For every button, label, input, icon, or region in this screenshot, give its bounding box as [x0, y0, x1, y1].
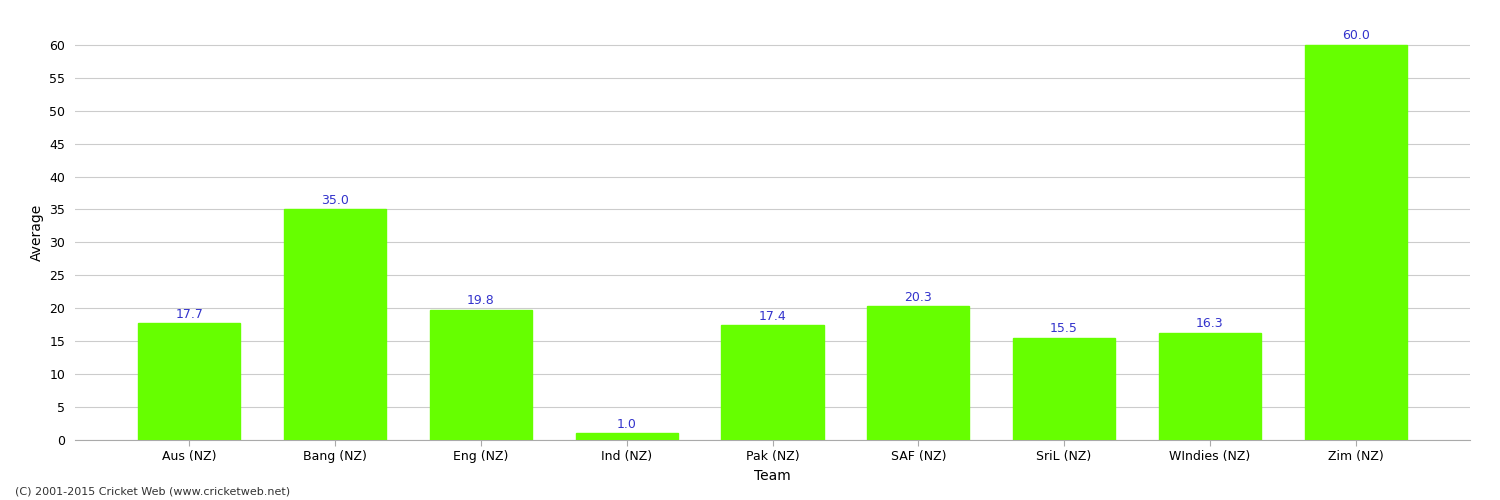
Text: 15.5: 15.5	[1050, 322, 1078, 336]
Bar	[722, 326, 824, 440]
Bar	[576, 434, 678, 440]
Bar	[138, 324, 240, 440]
Bar	[867, 306, 969, 440]
Text: 35.0: 35.0	[321, 194, 350, 207]
Text: (C) 2001-2015 Cricket Web (www.cricketweb.net): (C) 2001-2015 Cricket Web (www.cricketwe…	[15, 487, 290, 497]
Bar	[430, 310, 532, 440]
Bar	[1013, 338, 1114, 440]
Text: 16.3: 16.3	[1196, 317, 1224, 330]
Y-axis label: Average: Average	[30, 204, 44, 261]
Text: 19.8: 19.8	[466, 294, 495, 307]
Bar	[1305, 45, 1407, 440]
Text: 17.4: 17.4	[759, 310, 786, 322]
Text: 60.0: 60.0	[1341, 29, 1370, 42]
Bar	[1160, 332, 1262, 440]
Text: 1.0: 1.0	[616, 418, 636, 431]
X-axis label: Team: Team	[754, 469, 790, 483]
Bar	[284, 210, 386, 440]
Text: 17.7: 17.7	[176, 308, 204, 321]
Text: 20.3: 20.3	[904, 290, 932, 304]
